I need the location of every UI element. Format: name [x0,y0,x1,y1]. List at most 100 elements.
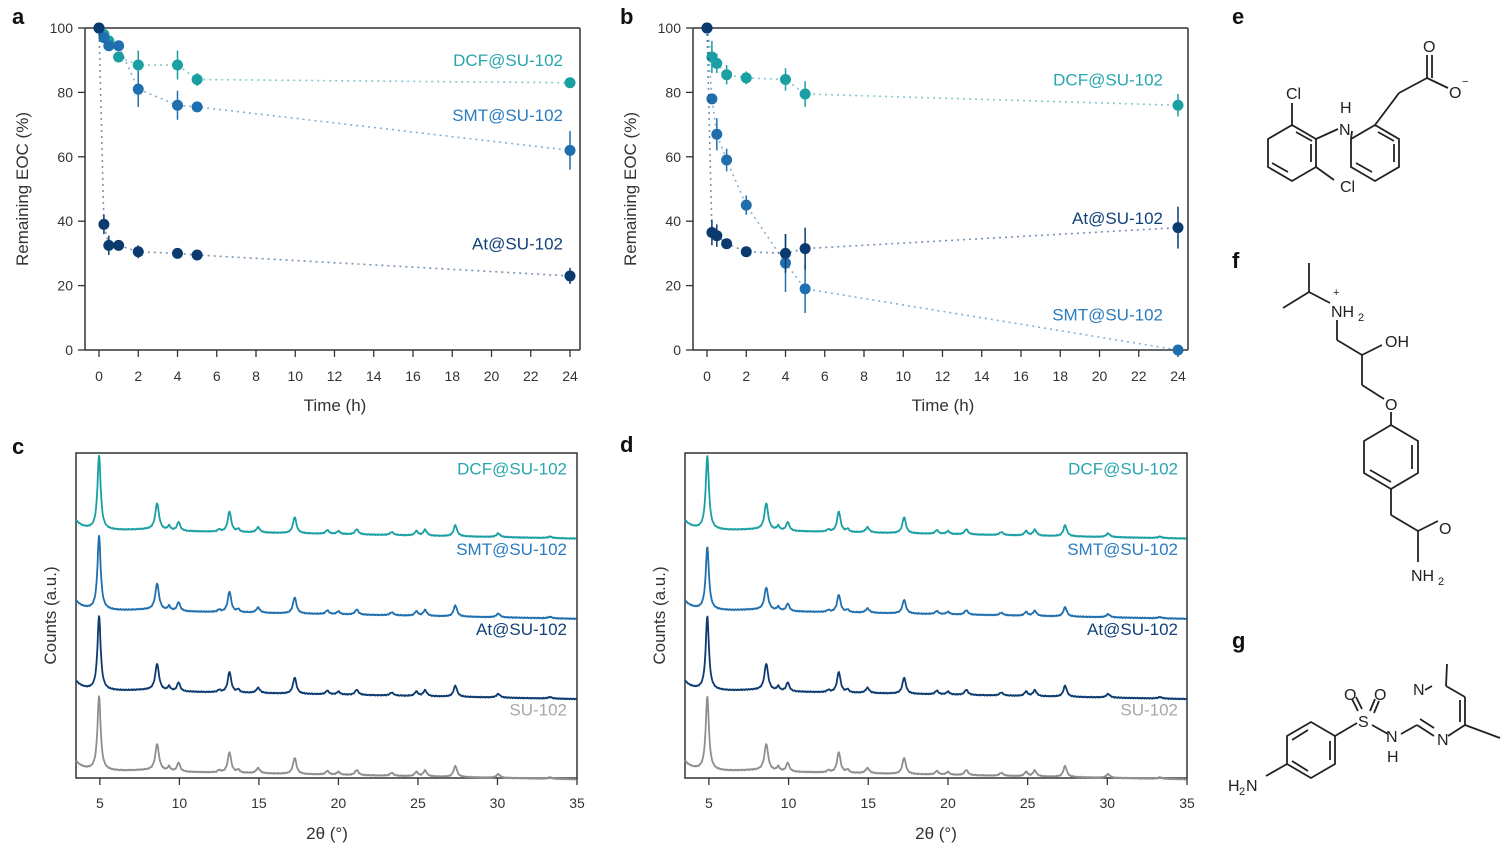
x-tick-label: 12 [935,368,951,384]
x-tick-label: 20 [484,368,500,384]
x-tick-label: 14 [974,368,990,384]
panel-label-a: a [12,4,25,29]
y-tick-label: 60 [57,149,73,165]
x-tick-label: 2 [742,368,750,384]
data-point [721,69,733,81]
panel-label-d: d [620,432,633,457]
series-label: DCF@SU-102 [453,51,563,70]
plot-frame [75,452,578,779]
series-label: At@SU-102 [472,235,563,254]
y-tick-label: 40 [665,213,681,229]
data-point [711,230,723,242]
structure-e-diclofenac [1267,55,1449,183]
x-tick-label: 25 [410,795,426,811]
y-tick-label: 80 [57,84,73,100]
atom-oh: OH [1385,334,1409,351]
series-label: DCF@SU-102 [1068,460,1178,479]
x-axis-label: Time (h) [304,396,367,415]
x-tick-label: 5 [96,795,104,811]
data-point [780,247,791,259]
x-tick-label: 12 [327,368,343,384]
x-tick-label: 4 [174,368,182,384]
x-tick-label: 15 [251,795,267,811]
series-at [701,22,1184,273]
data-point [740,199,752,211]
x-tick-label: 2 [134,368,142,384]
x-tick-label: 22 [523,368,539,384]
series-at [93,22,576,284]
panel-label-f: f [1232,248,1240,273]
data-point [711,57,723,69]
y-axis-label: Counts (a.u.) [650,566,669,664]
data-point [132,83,144,95]
x-tick-label: 24 [1170,368,1186,384]
data-point [113,51,125,63]
y-tick-label: 60 [665,149,681,165]
series-label: SMT@SU-102 [456,540,567,559]
x-tick-label: 10 [895,368,911,384]
panel-label-b: b [620,4,633,29]
x-tick-label: 20 [940,795,956,811]
data-point [711,128,723,140]
data-point [93,22,105,34]
y-tick-label: 20 [665,278,681,294]
x-tick-label: 0 [95,368,103,384]
series-dcf [701,22,1184,117]
data-point [1172,344,1184,356]
x-tick-label: 0 [703,368,711,384]
series-label: DCF@SU-102 [1053,71,1163,90]
x-tick-label: 35 [1179,795,1195,811]
data-point [113,239,125,251]
xrd-trace-dcf [684,455,1187,540]
data-point [103,239,115,251]
atom-h-sulfonamide: H [1387,749,1399,766]
data-point [103,40,115,52]
data-point [191,74,203,86]
atom-n-sulfonamide: N [1386,729,1398,746]
chart-d: 5 10 15 20 25 30 35 2θ (°) Counts (a.u.) DCF@SU-1… [650,452,1195,843]
data-point [799,243,811,255]
subscript-2: 2 [1358,312,1364,324]
x-tick-label: 16 [405,368,421,384]
atom-h: H [1340,100,1352,117]
atom-nh2-amide: NH [1411,568,1434,585]
data-point [113,40,125,52]
y-axis-label: Remaining EOC (%) [621,112,640,266]
x-axis-label: Time (h) [912,396,975,415]
benzene-ring [1286,720,1336,780]
series-label: SU-102 [1120,700,1178,719]
xrd-trace-su [75,695,577,781]
panel-label-e: e [1232,4,1244,29]
data-point [98,218,110,230]
x-tick-label: 5 [705,795,713,811]
atom-n-ring-1: N [1413,682,1425,699]
xrd-trace-smt [75,534,577,621]
xrd-trace-smt [684,546,1187,621]
x-tick-label: 30 [490,795,506,811]
series-label: At@SU-102 [1072,209,1163,228]
data-point [132,59,144,71]
atom-o-1: O [1423,39,1435,56]
data-point [799,283,811,295]
x-tick-label: 24 [562,368,578,384]
series-label: SMT@SU-102 [1052,306,1163,325]
structure-g-sulfamethazine [1265,663,1501,780]
data-point [701,22,713,34]
x-tick-label: 10 [172,795,188,811]
data-point [721,154,733,166]
xrd-trace-su [684,696,1187,781]
y-tick-label: 0 [65,342,73,358]
data-point [564,144,576,156]
atom-h2n: H [1228,778,1240,795]
atom-o-1: O [1344,687,1356,704]
x-tick-label: 16 [1013,368,1029,384]
series-label: At@SU-102 [1087,620,1178,639]
xrd-trace-at [684,615,1187,701]
data-point [799,88,811,100]
x-tick-label: 8 [252,368,260,384]
data-point [172,59,183,71]
atom-o-amide: O [1439,521,1451,538]
series-label: At@SU-102 [476,620,567,639]
atom-o-2: O [1449,85,1461,102]
